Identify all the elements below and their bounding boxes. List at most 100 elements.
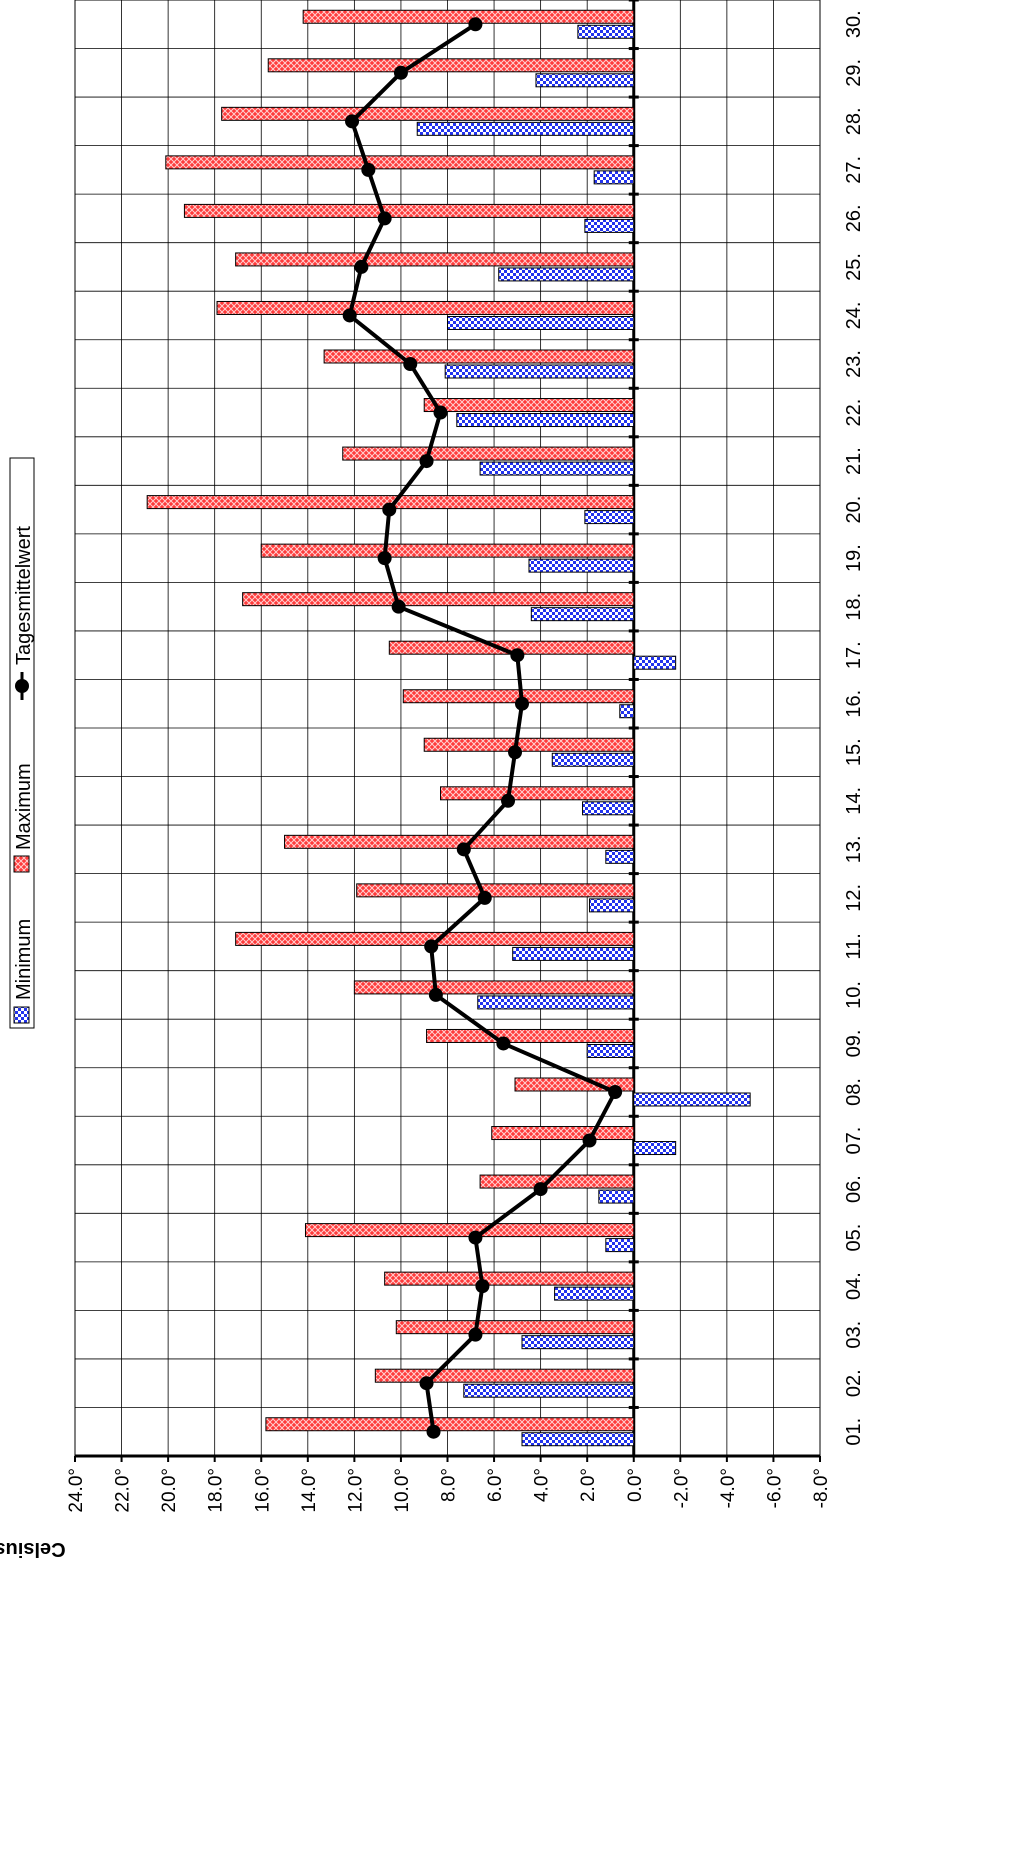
bar-maximum <box>260 543 635 558</box>
category-tick-label: 04. <box>843 1272 865 1300</box>
value-tick-label: 20.0° <box>159 1468 180 1513</box>
bar-minimum <box>535 73 635 88</box>
category-tick-label: 08. <box>843 1078 865 1106</box>
point-tagesmittelwert <box>419 1376 434 1391</box>
bar-minimum <box>577 24 635 39</box>
legend-label-maximum: Maximum <box>13 763 35 850</box>
bar-maximum <box>356 883 635 898</box>
point-tagesmittelwert <box>354 259 369 274</box>
point-tagesmittelwert <box>475 1279 490 1294</box>
point-tagesmittelwert <box>433 405 448 420</box>
category-tick-label: 24. <box>843 302 865 330</box>
category-tick-label: 25. <box>843 253 865 281</box>
category-tick-label: 14. <box>843 787 865 815</box>
bar-minimum <box>554 1286 635 1301</box>
bar-maximum <box>479 1174 635 1189</box>
bar-maximum <box>265 1417 635 1432</box>
bar-maximum <box>302 9 635 24</box>
bar-maximum <box>242 592 635 607</box>
bar-maximum <box>384 1271 635 1286</box>
point-tagesmittelwert <box>382 502 397 517</box>
bar-minimum <box>633 1092 751 1107</box>
value-axis-title: Celsius <box>0 1538 66 1560</box>
bar-minimum <box>584 510 635 525</box>
bar-maximum <box>221 106 635 121</box>
category-tick-label: 22. <box>843 399 865 427</box>
bar-minimum <box>463 1383 635 1398</box>
bar-minimum <box>479 461 635 476</box>
bar-minimum <box>447 315 635 330</box>
legend-label-tagesmittelwert: Tagesmittelwert <box>13 526 35 665</box>
bar-minimum <box>589 898 635 913</box>
category-tick-label: 27. <box>843 156 865 184</box>
tick-labels: 24.0° 22.0° 20.0° 18.0° 16.0° 14.0° 12.0° 10.0°… <box>0 10 865 1560</box>
bar-maximum <box>235 252 635 267</box>
point-tagesmittelwert <box>533 1182 548 1197</box>
point-tagesmittelwert <box>419 454 434 469</box>
bar-minimum <box>551 752 635 767</box>
bar-maximum <box>395 1320 635 1335</box>
point-tagesmittelwert <box>393 65 408 80</box>
bar-maximum <box>267 58 635 73</box>
bar-minimum <box>521 1335 635 1350</box>
category-tick-label: 13. <box>843 835 865 863</box>
value-tick-label: -8.0° <box>811 1468 832 1508</box>
category-tick-label: 20. <box>843 496 865 524</box>
bar-minimum <box>586 1043 635 1058</box>
category-tick-label: 05. <box>843 1224 865 1252</box>
bar-maximum <box>426 1028 635 1043</box>
value-tick-label: 8.0° <box>439 1468 460 1502</box>
bar-minimum <box>498 267 635 282</box>
legend-frame <box>9 457 35 1029</box>
value-tick-label: 24.0° <box>66 1468 87 1513</box>
category-tick-label: 26. <box>843 204 865 232</box>
value-tick-label: 16.0° <box>252 1468 273 1513</box>
category-tick-label: 09. <box>843 1030 865 1058</box>
bar-minimum <box>521 1432 635 1447</box>
category-tick-label: 11. <box>843 933 865 959</box>
value-tick-label: 4.0° <box>532 1468 553 1502</box>
point-tagesmittelwert <box>426 1424 441 1439</box>
point-tagesmittelwert <box>377 211 392 226</box>
legend-swatch-maximum <box>13 855 30 873</box>
legend: Minimum Maximum Tagesmittelwert <box>9 457 35 1029</box>
category-tick-label: 18. <box>843 593 865 621</box>
point-tagesmittelwert <box>403 357 418 371</box>
category-tick-label: 19. <box>843 544 865 572</box>
point-tagesmittelwert <box>361 162 376 177</box>
bar-minimum <box>528 558 635 573</box>
point-tagesmittelwert <box>377 551 392 566</box>
value-tick-label: 22.0° <box>113 1468 134 1513</box>
point-tagesmittelwert <box>468 1327 483 1342</box>
bar-minimum <box>416 121 635 136</box>
category-tick-label: 06. <box>843 1175 865 1203</box>
point-tagesmittelwert <box>345 114 360 129</box>
bar-minimum <box>633 655 677 670</box>
bar-minimum <box>444 364 635 379</box>
legend-swatch-minimum <box>13 1006 30 1024</box>
point-tagesmittelwert <box>342 308 357 323</box>
bar-maximum <box>165 155 635 170</box>
bars <box>146 9 751 1447</box>
category-tick-label: 17. <box>843 641 865 669</box>
category-tick-label: 21. <box>843 447 865 475</box>
value-tick-label: 2.0° <box>578 1468 599 1502</box>
bar-minimum <box>477 995 635 1010</box>
bar-minimum <box>633 1141 677 1156</box>
bar-maximum <box>440 786 635 801</box>
value-tick-label: 0.0° <box>625 1468 646 1502</box>
point-tagesmittelwert <box>456 842 471 857</box>
point-tagesmittelwert <box>468 17 483 32</box>
point-tagesmittelwert <box>515 696 529 711</box>
category-tick-label: 16. <box>843 690 865 718</box>
point-tagesmittelwert <box>424 939 439 954</box>
line-layer <box>342 17 623 1439</box>
bar-minimum <box>456 413 635 428</box>
category-tick-label: 28. <box>843 107 865 135</box>
value-tick-label: -6.0° <box>764 1468 785 1508</box>
bar-maximum <box>423 398 635 413</box>
bar-minimum <box>605 849 635 864</box>
bar-minimum <box>512 946 635 961</box>
bar-maximum <box>342 446 635 461</box>
